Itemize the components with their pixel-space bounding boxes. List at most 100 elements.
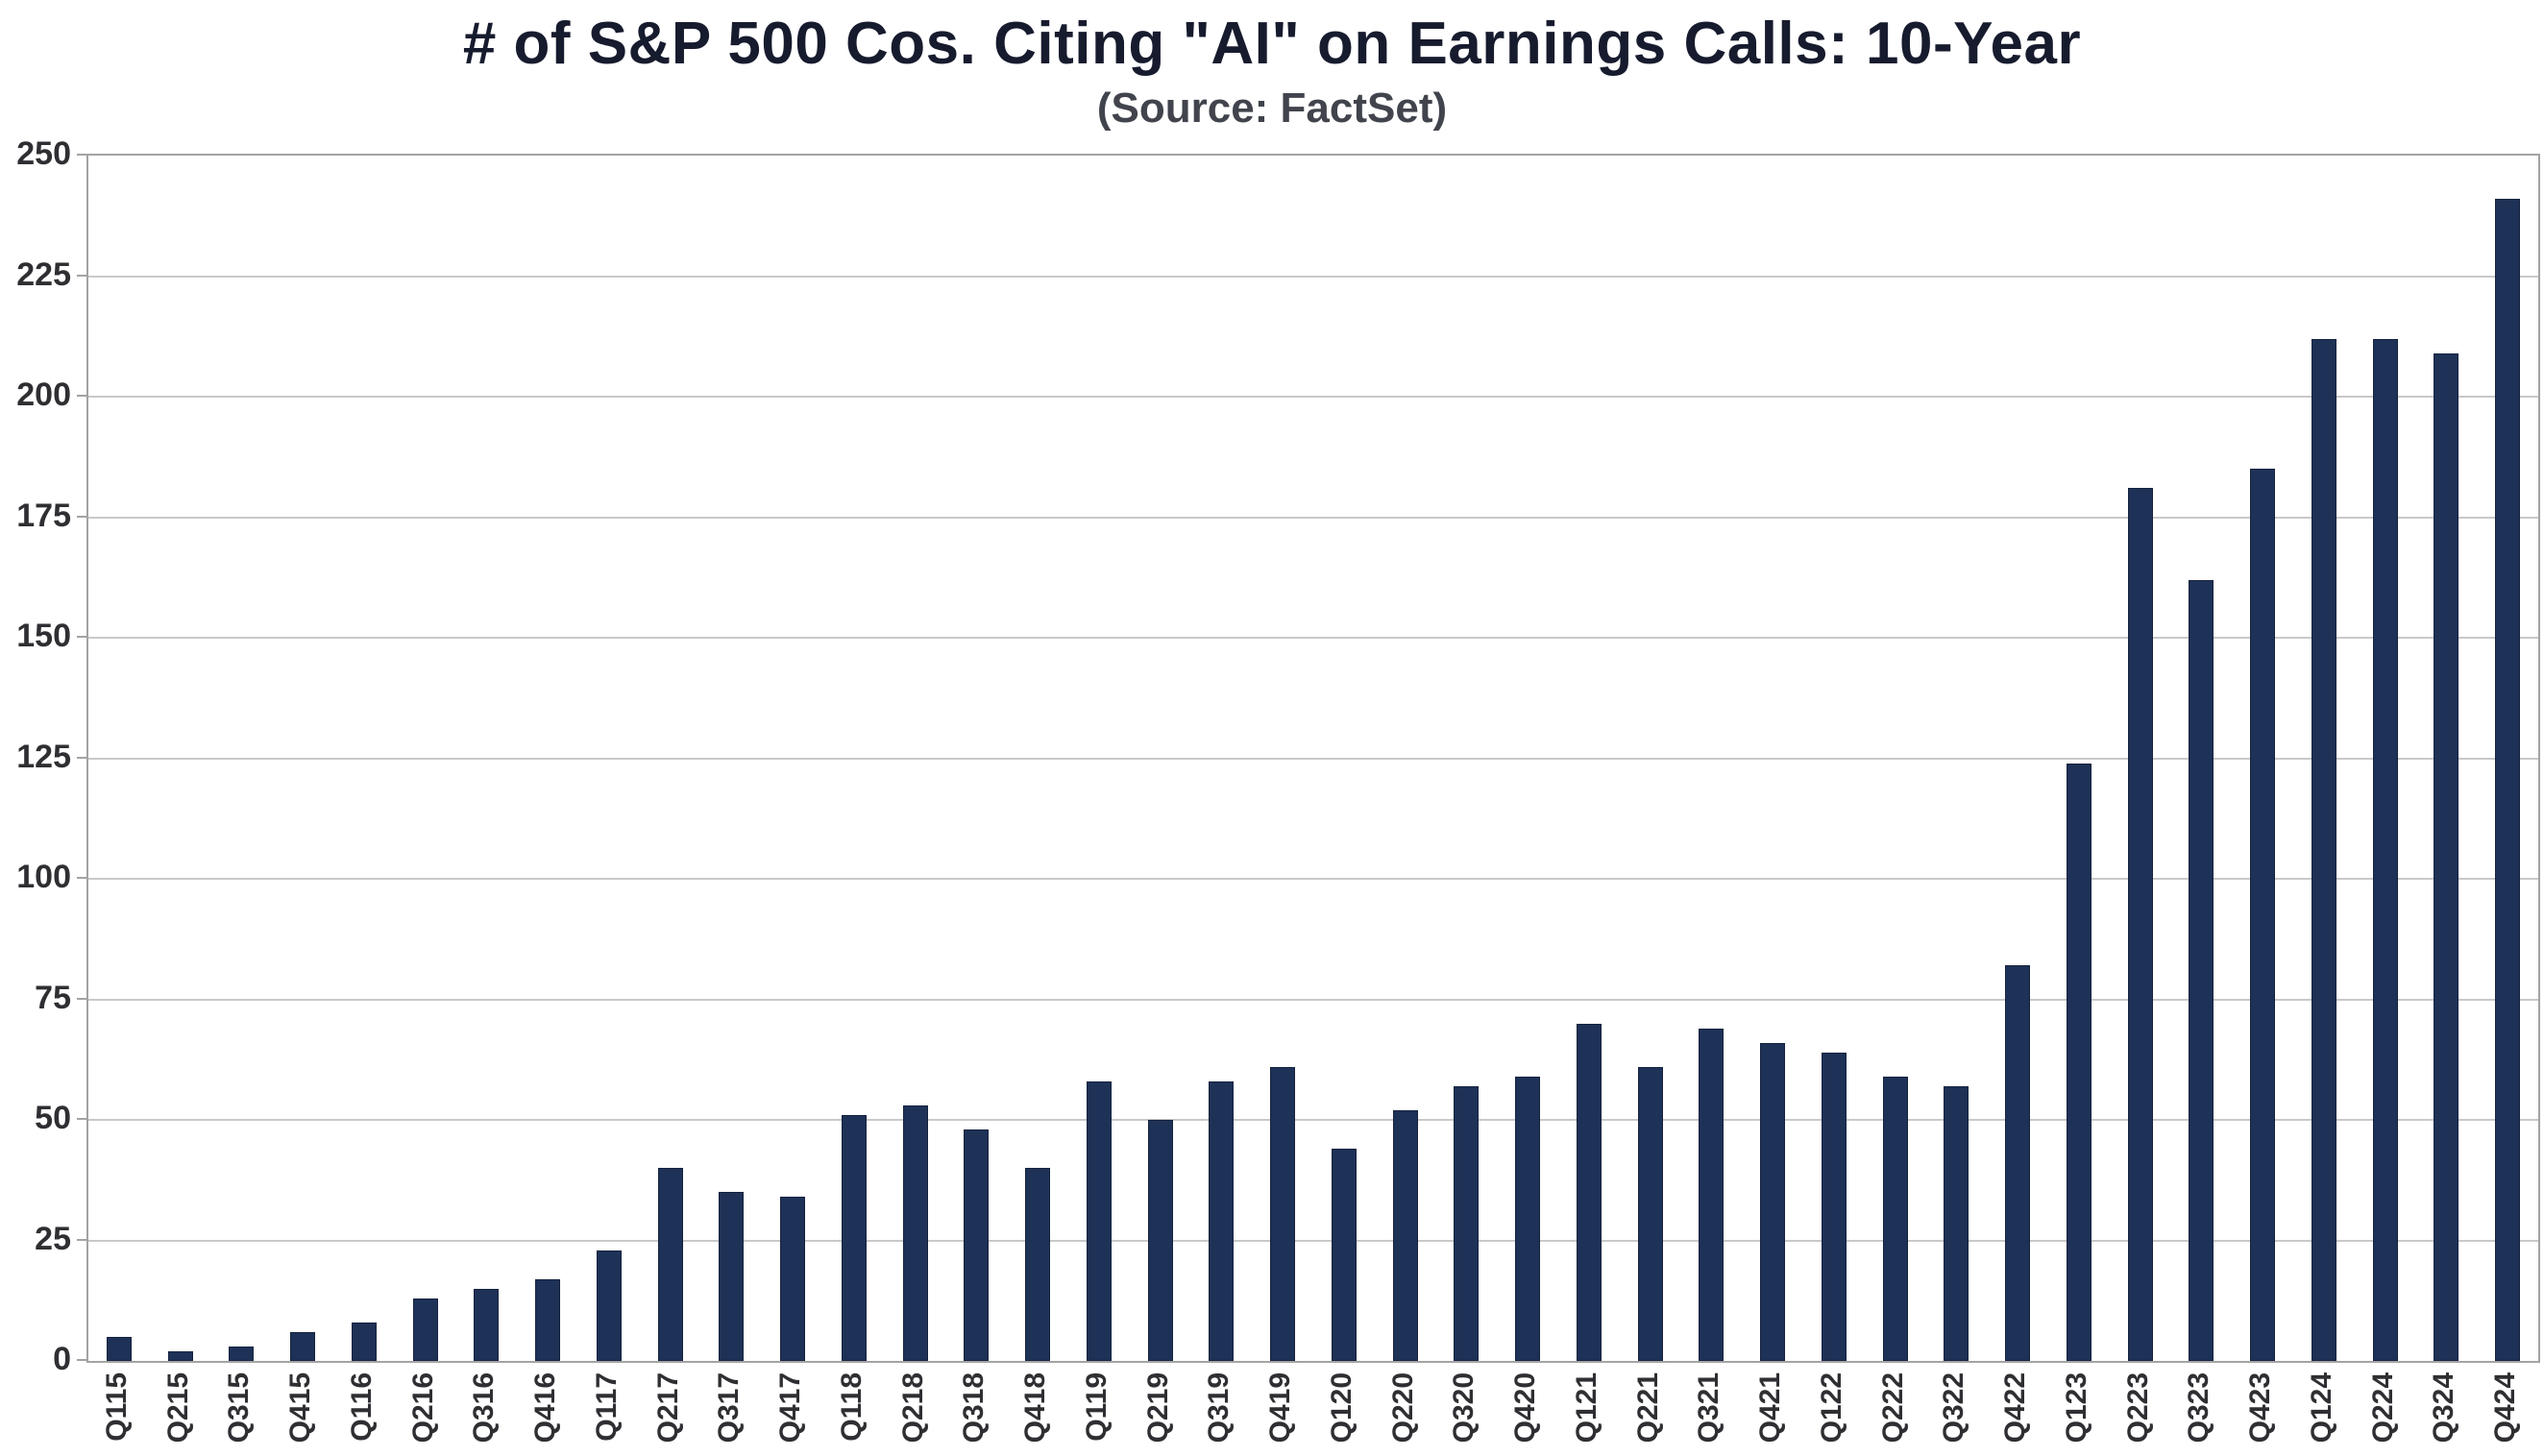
- bar-Q320: [1454, 1086, 1479, 1361]
- bar-Q117: [597, 1250, 622, 1361]
- x-axis-label-Q119: Q119: [1081, 1372, 1113, 1442]
- bar-Q316: [474, 1289, 499, 1361]
- y-axis-label: 175: [16, 497, 71, 534]
- y-axis-label: 100: [16, 859, 71, 895]
- x-axis-label-Q123: Q123: [2061, 1372, 2092, 1444]
- x-axis-label-Q415: Q415: [284, 1372, 316, 1444]
- x-axis-label-Q421: Q421: [1754, 1372, 1786, 1444]
- x-axis-label-Q216: Q216: [407, 1372, 439, 1444]
- y-tick-mark: [77, 997, 86, 1000]
- chart-title: # of S&P 500 Cos. Citing "AI" on Earning…: [462, 11, 2082, 77]
- y-tick-mark: [77, 1118, 86, 1120]
- y-tick-mark: [77, 1238, 86, 1241]
- bar-Q220: [1393, 1110, 1418, 1361]
- bar-Q322: [1944, 1086, 1969, 1361]
- gridline-y150: [88, 637, 2538, 639]
- y-tick-mark: [77, 274, 86, 277]
- bar-Q119: [1087, 1081, 1112, 1361]
- bar-Q221: [1638, 1067, 1663, 1361]
- gridline-y50: [88, 1119, 2538, 1121]
- x-axis-label-Q120: Q120: [1326, 1372, 1358, 1444]
- y-tick-mark: [77, 756, 86, 759]
- y-axis-label: 75: [35, 979, 71, 1016]
- x-axis-label-Q220: Q220: [1387, 1372, 1419, 1444]
- x-axis-label-Q222: Q222: [1877, 1372, 1909, 1444]
- x-axis-label-Q419: Q419: [1264, 1372, 1296, 1444]
- x-axis-label-Q422: Q422: [1999, 1372, 2031, 1444]
- y-axis-label: 225: [16, 255, 71, 293]
- x-axis-label-Q317: Q317: [713, 1372, 745, 1444]
- y-tick-mark: [77, 877, 86, 879]
- x-axis-label-Q323: Q323: [2183, 1372, 2214, 1444]
- bar-Q121: [1577, 1024, 1602, 1361]
- bar-Q222: [1883, 1077, 1908, 1361]
- bar-Q115: [107, 1337, 132, 1361]
- x-axis-label-Q217: Q217: [652, 1372, 684, 1444]
- x-axis-label-Q218: Q218: [897, 1372, 929, 1444]
- bar-Q321: [1699, 1029, 1724, 1361]
- y-axis-label: 25: [35, 1220, 71, 1257]
- gridline-y100: [88, 878, 2538, 880]
- y-tick-mark: [77, 636, 86, 638]
- x-axis-label-Q118: Q118: [836, 1372, 868, 1442]
- bar-Q217: [658, 1168, 683, 1361]
- bar-Q116: [352, 1323, 377, 1361]
- x-axis-label-Q116: Q116: [346, 1372, 378, 1442]
- y-axis-label: 150: [16, 618, 71, 654]
- y-axis-label: 200: [16, 376, 71, 413]
- bar-Q324: [2434, 353, 2458, 1361]
- bar-Q215: [168, 1351, 193, 1361]
- y-tick-mark: [77, 515, 86, 518]
- bar-Q415: [290, 1332, 315, 1361]
- bar-Q417: [780, 1197, 805, 1361]
- bar-Q421: [1760, 1043, 1785, 1361]
- gridline-y25: [88, 1239, 2538, 1242]
- gridline-y75: [88, 998, 2538, 1001]
- bar-Q423: [2250, 469, 2275, 1361]
- x-axis-label-Q219: Q219: [1142, 1372, 1174, 1444]
- x-axis-label-Q117: Q117: [591, 1372, 623, 1442]
- x-axis-label-Q321: Q321: [1693, 1372, 1725, 1444]
- bar-Q315: [229, 1347, 254, 1361]
- y-tick-mark: [77, 395, 86, 397]
- x-axis-label-Q115: Q115: [101, 1372, 133, 1442]
- x-axis-label-Q215: Q215: [162, 1372, 194, 1444]
- gridline-y125: [88, 757, 2538, 760]
- bar-Q416: [535, 1279, 560, 1361]
- x-axis-label-Q315: Q315: [223, 1372, 255, 1444]
- x-axis-label-Q420: Q420: [1509, 1372, 1541, 1444]
- x-axis-label-Q221: Q221: [1632, 1372, 1664, 1444]
- bar-Q317: [719, 1192, 744, 1361]
- chart-subtitle: (Source: FactSet): [1096, 85, 1448, 132]
- bar-Q318: [964, 1129, 989, 1361]
- x-axis-label-Q224: Q224: [2367, 1372, 2399, 1444]
- bar-Q223: [2128, 488, 2153, 1361]
- y-axis-label: 250: [16, 135, 71, 172]
- bar-Q319: [1209, 1081, 1234, 1361]
- bar-Q422: [2005, 965, 2030, 1361]
- bar-Q120: [1332, 1149, 1357, 1361]
- y-tick-mark: [77, 1359, 86, 1361]
- gridline-y200: [88, 396, 2538, 398]
- x-axis-label-Q416: Q416: [529, 1372, 561, 1444]
- gridline-y225: [88, 275, 2538, 278]
- x-axis-label-Q121: Q121: [1571, 1372, 1602, 1444]
- x-axis-label-Q122: Q122: [1816, 1372, 1847, 1444]
- bar-Q118: [842, 1115, 867, 1361]
- bar-Q419: [1270, 1067, 1295, 1361]
- x-axis-label-Q322: Q322: [1938, 1372, 1969, 1444]
- x-axis-label-Q417: Q417: [774, 1372, 806, 1444]
- gridline-y175: [88, 516, 2538, 519]
- bar-Q420: [1515, 1077, 1540, 1361]
- x-axis-label-Q124: Q124: [2306, 1372, 2337, 1444]
- x-axis-label-Q324: Q324: [2428, 1372, 2459, 1444]
- x-axis-label-Q423: Q423: [2244, 1372, 2276, 1444]
- bar-Q216: [413, 1298, 438, 1361]
- bar-Q124: [2312, 339, 2336, 1361]
- plot-area: [86, 154, 2540, 1363]
- x-axis-label-Q316: Q316: [468, 1372, 500, 1444]
- bar-Q218: [903, 1105, 928, 1361]
- x-axis-label-Q319: Q319: [1203, 1372, 1235, 1444]
- x-axis-label-Q418: Q418: [1019, 1372, 1051, 1444]
